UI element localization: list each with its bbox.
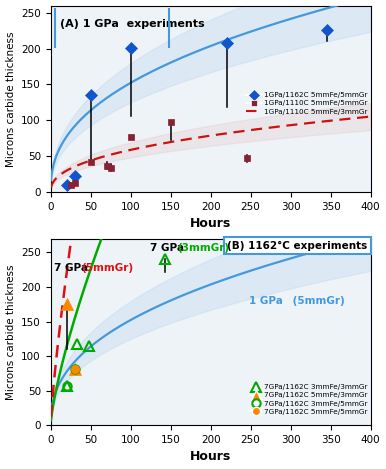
X-axis label: Hours: Hours (190, 217, 231, 230)
Legend: 1GPa/1162C 5mmFe/5mmGr, 1GPa/1110C 5mmFe/5mmGr, 1GPa/1110C 5mmFe/3mmGr: 1GPa/1162C 5mmFe/5mmGr, 1GPa/1110C 5mmFe… (244, 89, 370, 118)
Legend: 7GPa/1162C 3mmFe/3mmGr, 7GPa/1162C 5mmFe/3mmGr, 7GPa/1162C 3mmFe/5mmGr, 7GPa/116: 7GPa/1162C 3mmFe/3mmGr, 7GPa/1162C 5mmFe… (247, 381, 370, 418)
Text: (3mmGr): (3mmGr) (177, 243, 229, 253)
Text: 1 GPa: 1 GPa (249, 296, 283, 306)
Y-axis label: Microns carbide thickness: Microns carbide thickness (5, 31, 15, 166)
Text: 7 GPa: 7 GPa (150, 243, 188, 253)
Text: (B) 1162°C experiments: (B) 1162°C experiments (227, 241, 367, 250)
Text: (A) 1 GPa  experiments: (A) 1 GPa experiments (60, 19, 205, 29)
Text: 7 GPa: 7 GPa (54, 263, 91, 273)
Text: (5mmGr): (5mmGr) (81, 263, 133, 273)
X-axis label: Hours: Hours (190, 450, 231, 463)
Y-axis label: Microns carbide thickness: Microns carbide thickness (5, 264, 15, 400)
Text: (5mmGr): (5mmGr) (289, 296, 345, 306)
